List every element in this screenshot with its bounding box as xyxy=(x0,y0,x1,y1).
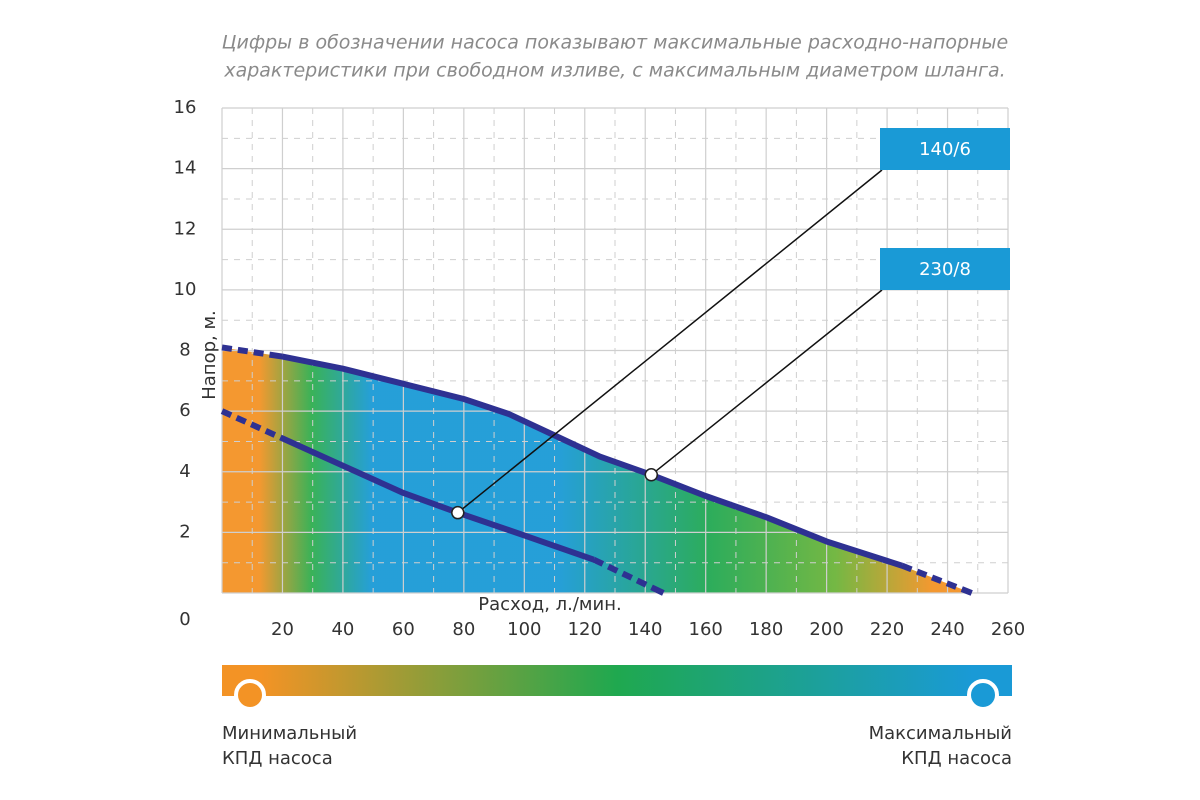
x-tick-label: 140 xyxy=(628,619,662,640)
legend-box xyxy=(880,128,1010,170)
x-tick-label: 240 xyxy=(930,619,964,640)
chart-title: характеристики при свободном изливе, с м… xyxy=(223,60,1005,82)
x-tick-label: 40 xyxy=(331,619,354,640)
colorbar-max-label: Максимальный xyxy=(869,723,1012,744)
chart-title: Цифры в обозначении насоса показывают ма… xyxy=(222,32,1008,54)
x-tick-label: 60 xyxy=(392,619,415,640)
legend-label: 140/6 xyxy=(919,139,971,160)
y-tick-label: 12 xyxy=(174,218,197,239)
leader-line xyxy=(650,289,883,476)
colorbar-max-label: КПД насоса xyxy=(901,748,1012,769)
x-tick-label: 260 xyxy=(991,619,1025,640)
colorbar-min-marker xyxy=(234,679,266,711)
x-tick-label: 120 xyxy=(568,619,602,640)
leader-line xyxy=(457,169,883,514)
x-tick-label: 220 xyxy=(870,619,904,640)
legend-box xyxy=(880,248,1010,290)
y-tick-label: 8 xyxy=(179,340,190,361)
pump-curve xyxy=(221,344,973,596)
colorbar xyxy=(222,665,1012,696)
pump-curve xyxy=(220,408,665,596)
colorbar-min-label: Минимальный xyxy=(222,723,357,744)
y-tick-label: 14 xyxy=(174,158,197,179)
legend-label: 230/8 xyxy=(919,259,971,280)
x-tick-label: 180 xyxy=(749,619,783,640)
colorbar-max-marker xyxy=(967,679,999,711)
label-point xyxy=(451,505,465,520)
y-tick-label: 2 xyxy=(179,521,190,542)
y-tick-label: 0 xyxy=(179,609,190,630)
x-tick-label: 80 xyxy=(452,619,475,640)
x-tick-label: 160 xyxy=(689,619,723,640)
x-tick-label: 200 xyxy=(809,619,843,640)
efficiency-area xyxy=(222,347,972,593)
label-point xyxy=(644,468,659,482)
x-axis-label: Расход, л./мин. xyxy=(478,594,621,615)
y-tick-label: 10 xyxy=(174,279,197,300)
y-tick-label: 6 xyxy=(179,400,190,421)
y-axis-label: Напор, м. xyxy=(199,310,220,400)
y-tick-label: 16 xyxy=(174,97,197,118)
x-tick-label: 100 xyxy=(507,619,541,640)
colorbar-min-label: КПД насоса xyxy=(222,748,333,769)
y-tick-label: 4 xyxy=(179,461,190,482)
x-tick-label: 20 xyxy=(271,619,294,640)
